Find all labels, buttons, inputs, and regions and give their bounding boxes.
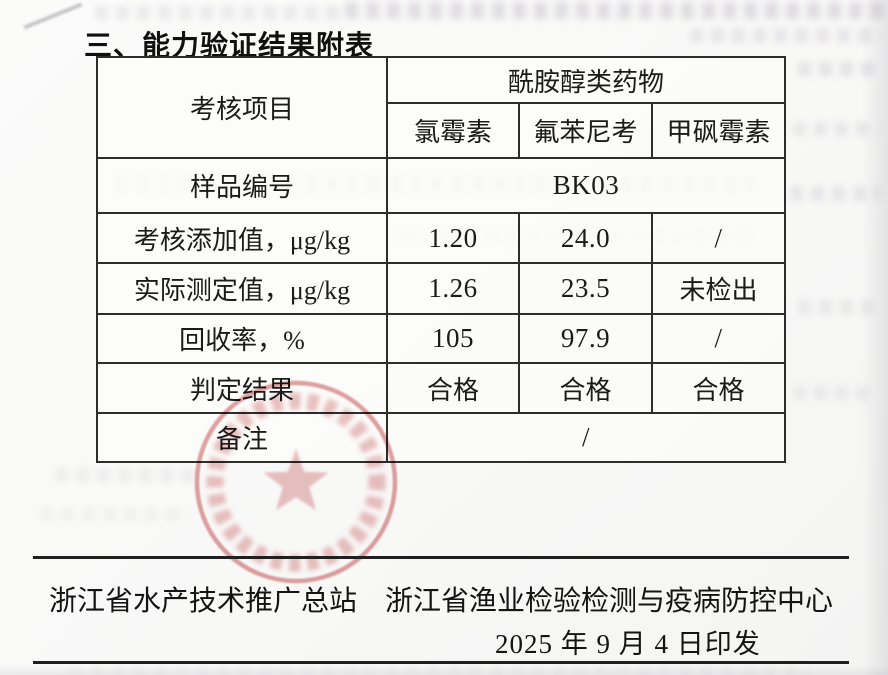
bleed-through-mark (790, 186, 880, 201)
bleed-through-mark (70, 667, 810, 675)
row-label-cell: 备注 (96, 412, 388, 463)
scan-edge-shading (0, 665, 888, 675)
table-row: 实际测定值，μg/kg 1.26 23.5 未检出 (96, 262, 786, 315)
value-cell: 24.0 (518, 212, 653, 264)
column-header-cell: 氟苯尼考 (518, 102, 653, 159)
table-row: 备注 / (96, 412, 786, 463)
value-cell: 未检出 (651, 262, 786, 315)
footer-org-right: 浙江省渔业检验检测与疫病防控中心 (385, 586, 834, 617)
bleed-through-mark (55, 468, 195, 482)
row-label-cell: 样品编号 (96, 157, 388, 214)
row-label-cell: 实际测定值，μg/kg (96, 262, 388, 315)
value-cell: 1.20 (386, 212, 520, 264)
table-row: 考核项目 酰胺醇类药物 (96, 56, 786, 159)
value-cell: 1.26 (386, 262, 520, 315)
corner-header-cell: 考核项目 (96, 56, 388, 159)
table-row: 考核添加值，μg/kg 1.20 24.0 / (96, 212, 786, 264)
value-cell: 23.5 (518, 262, 653, 315)
bleed-through-mark (798, 300, 878, 314)
table-row: 判定结果 合格 合格 合格 (96, 362, 786, 414)
column-header-cell: 氯霉素 (386, 102, 520, 159)
value-cell: 合格 (518, 362, 653, 414)
bleed-through-mark (690, 28, 880, 43)
value-cell: 105 (386, 313, 520, 364)
footer-top-rule (33, 556, 849, 559)
footer-org-left: 浙江省水产技术推广总站 (48, 586, 357, 617)
table-row: 氯霉素 氟苯尼考 甲砜霉素 (97, 102, 786, 159)
value-cell: 97.9 (518, 313, 653, 364)
bleed-through-mark (793, 386, 877, 400)
column-header-cell: 甲砜霉素 (651, 102, 786, 159)
value-cell: 合格 (386, 362, 520, 414)
row-label-cell: 判定结果 (96, 362, 388, 414)
results-table: 考核项目 酰胺醇类药物 氯霉素 氟苯尼考 甲砜霉素 样品编号 BK03 考核添加… (96, 56, 786, 463)
row-label-cell: 考核添加值，μg/kg (96, 212, 388, 264)
value-cell: BK03 (386, 157, 786, 214)
value-cell: 合格 (651, 362, 786, 414)
footer-organizations: 浙江省水产技术推广总站 浙江省渔业检验检测与疫病防控中心 (33, 579, 849, 619)
bleed-through-mark (345, 2, 885, 19)
bleed-through-mark (798, 62, 880, 76)
bleed-through-mark (23, 2, 83, 30)
page-title: 三、能力验证结果附表 (84, 30, 375, 61)
value-cell: / (386, 412, 786, 463)
group-header-cell: 酰胺醇类药物 (386, 56, 786, 104)
value-cell: / (651, 313, 786, 364)
footer-print-date: 2025 年 9 月 4 日印发 (495, 629, 761, 659)
row-label-cell: 回收率，% (96, 313, 388, 364)
table-row: 样品编号 BK03 (96, 157, 786, 214)
value-cell: / (651, 212, 786, 264)
scan-edge-shading (862, 0, 888, 675)
footer-bottom-rule (33, 661, 849, 664)
bleed-through-mark (95, 6, 345, 20)
bleed-through-mark (793, 122, 879, 136)
bleed-through-mark (40, 508, 190, 521)
table-row: 回收率，% 105 97.9 / (96, 313, 786, 364)
